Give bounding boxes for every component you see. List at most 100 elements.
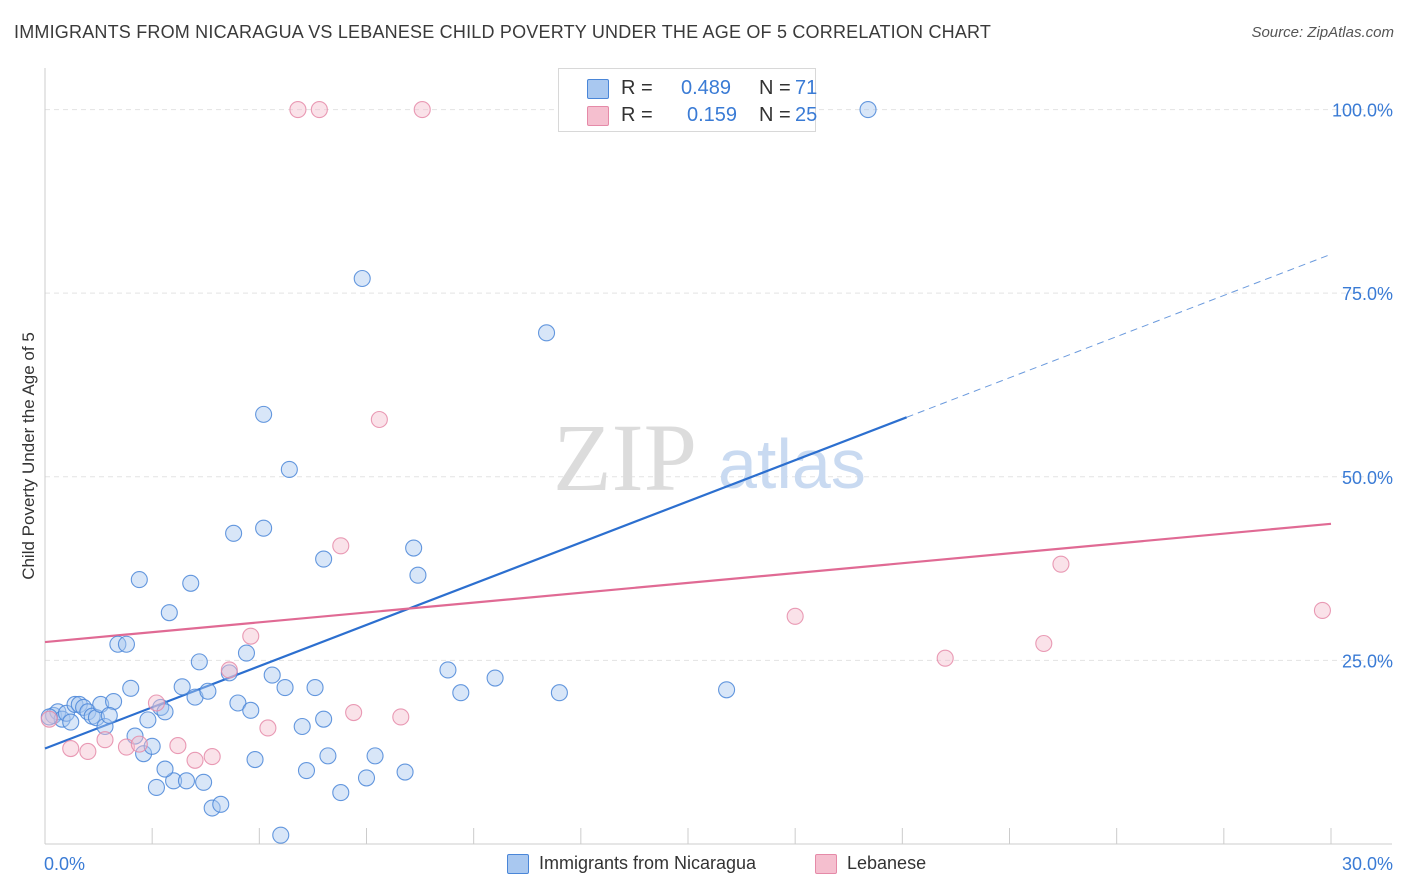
nicaragua-point <box>255 519 273 537</box>
nicaragua-point <box>182 574 200 592</box>
axes <box>44 68 1392 845</box>
nicaragua-point <box>212 795 230 813</box>
lebanese-point <box>203 748 221 766</box>
nicaragua-trend-line <box>44 416 908 750</box>
lebanese-point <box>289 101 307 119</box>
lebanese-point <box>130 735 148 753</box>
nicaragua-point <box>225 524 243 542</box>
nicaragua-point <box>147 778 166 796</box>
lebanese-point <box>1035 634 1053 653</box>
nicaragua-point <box>315 710 333 728</box>
lebanese-point <box>40 710 58 728</box>
nicaragua-point <box>357 769 376 787</box>
y-tick-label: 75.0% <box>1342 284 1393 304</box>
nicaragua-point <box>130 571 148 589</box>
lebanese-point <box>392 708 410 726</box>
nicaragua-point <box>297 762 316 780</box>
correlation-legend: R = 0.489 N = 71 R = 0.159 N = 25 <box>558 68 818 132</box>
legend-r-value: 0.159 <box>687 104 738 126</box>
nicaragua-point <box>156 760 174 778</box>
nicaragua-point <box>160 604 178 622</box>
nicaragua-point <box>143 737 161 755</box>
source-label: Source: ZipAtlas.com <box>1251 24 1394 41</box>
lebanese-point <box>79 742 97 761</box>
y-tick-label: 25.0% <box>1342 651 1393 671</box>
tick-labels: 25.0% 50.0% 75.0% 100.0% 0.0% 30.0% <box>44 101 1393 874</box>
x-tick-label: 30.0% <box>1342 854 1393 874</box>
nicaragua-point <box>229 694 247 712</box>
legend-n-value: 71 <box>795 77 818 99</box>
nicaragua-point <box>62 713 80 731</box>
nicaragua-point <box>122 679 140 697</box>
lebanese-point <box>310 101 328 119</box>
nicaragua-point <box>255 405 273 423</box>
nicaragua-point <box>173 678 191 696</box>
nicaragua-point <box>203 799 221 817</box>
x-tick-label: 0.0% <box>44 854 85 874</box>
y-axis-label: Child Poverty Under the Age of 5 <box>19 332 38 580</box>
bottom-legend-label: Lebanese <box>847 853 927 873</box>
lebanese-point <box>786 607 804 625</box>
watermark-zip: ZIP <box>553 404 697 511</box>
nicaragua-point <box>177 772 196 790</box>
lebanese-point <box>96 731 114 749</box>
lebanese-point <box>242 627 260 645</box>
legend-r-label: R = <box>621 77 653 99</box>
lebanese-point <box>186 751 204 769</box>
y-tick-label: 50.0% <box>1342 468 1393 488</box>
nicaragua-point <box>87 709 105 727</box>
nicaragua-point <box>263 666 281 684</box>
legend-r-label: R = <box>621 104 653 126</box>
nicaragua-point <box>276 679 294 697</box>
nicaragua-point <box>409 566 427 584</box>
nicaragua-point <box>550 684 568 702</box>
chart-title: IMMIGRANTS FROM NICARAGUA VS LEBANESE CH… <box>14 22 992 42</box>
nicaragua-point <box>135 745 153 763</box>
lebanese-point <box>1052 555 1070 573</box>
nicaragua-point <box>353 269 371 288</box>
legend-swatch-pink <box>587 106 609 126</box>
nicaragua-point <box>272 826 290 844</box>
nicaragua-point <box>57 704 75 722</box>
nicaragua-point <box>396 763 414 781</box>
lebanese-point <box>345 703 363 722</box>
legend-n-label: N = <box>759 77 791 99</box>
lebanese-point <box>413 101 431 119</box>
nicaragua-point <box>199 682 217 700</box>
legend-r-value: 0.489 <box>681 77 732 99</box>
nicaragua-point <box>242 701 260 719</box>
lebanese-point <box>259 719 277 737</box>
nicaragua-point <box>537 324 556 342</box>
nicaragua-point <box>405 539 423 557</box>
nicaragua-point <box>237 644 256 662</box>
nicaragua-point <box>190 653 208 671</box>
watermark-atlas: atlas <box>718 425 866 503</box>
legend-n-value: 25 <box>795 104 818 126</box>
data-points <box>40 101 1331 844</box>
lebanese-point <box>1313 601 1331 620</box>
grid-lines <box>45 109 1392 661</box>
nicaragua-point <box>859 101 877 119</box>
lebanese-point <box>332 537 350 555</box>
lebanese-trend-line <box>44 522 1332 644</box>
trend-lines <box>44 253 1332 750</box>
lebanese-point <box>220 661 238 679</box>
nicaragua-trend-extension <box>906 253 1332 418</box>
nicaragua-point <box>96 717 114 736</box>
nicaragua-point <box>280 460 298 478</box>
y-tick-label: 100.0% <box>1332 101 1393 121</box>
nicaragua-point <box>315 550 333 568</box>
nicaragua-point <box>718 681 736 699</box>
nicaragua-point <box>156 703 174 721</box>
nicaragua-point <box>306 679 324 697</box>
nicaragua-point <box>139 711 157 729</box>
nicaragua-point <box>117 635 135 653</box>
nicaragua-point <box>366 747 384 765</box>
nicaragua-point <box>246 750 264 769</box>
lebanese-point <box>936 649 954 667</box>
bottom-legend-swatch-pink <box>815 854 837 874</box>
bottom-legend-swatch-blue <box>507 854 529 874</box>
nicaragua-point <box>439 661 457 679</box>
bottom-legend-label: Immigrants from Nicaragua <box>539 853 757 873</box>
